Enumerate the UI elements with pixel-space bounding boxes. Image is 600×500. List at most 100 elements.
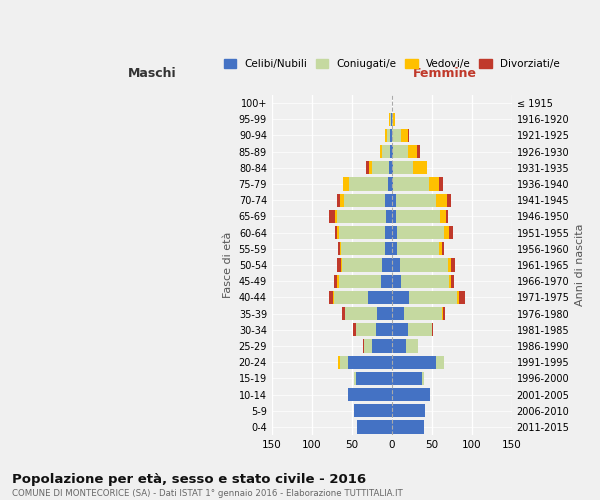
Bar: [406, 340, 418, 352]
Bar: [439, 242, 442, 256]
Bar: [401, 274, 449, 288]
Bar: [448, 258, 451, 272]
Bar: [337, 274, 339, 288]
Bar: [390, 128, 392, 142]
Bar: [396, 210, 440, 223]
Bar: [356, 323, 376, 336]
Bar: [422, 372, 424, 385]
Bar: [335, 226, 337, 239]
Bar: [354, 372, 356, 385]
Y-axis label: Anni di nascita: Anni di nascita: [575, 224, 585, 306]
Bar: [364, 340, 372, 352]
Bar: [442, 242, 444, 256]
Bar: [385, 242, 392, 256]
Bar: [394, 161, 413, 174]
Bar: [372, 161, 389, 174]
Bar: [342, 307, 344, 320]
Bar: [392, 356, 436, 369]
Bar: [382, 258, 392, 272]
Bar: [339, 226, 385, 239]
Bar: [346, 307, 377, 320]
Bar: [392, 128, 401, 142]
Bar: [392, 258, 400, 272]
Bar: [335, 210, 337, 223]
Bar: [349, 178, 388, 190]
Bar: [392, 242, 397, 256]
Bar: [392, 388, 430, 402]
Bar: [394, 178, 430, 190]
Bar: [392, 372, 422, 385]
Bar: [348, 356, 392, 369]
Bar: [459, 291, 466, 304]
Bar: [340, 194, 344, 207]
Y-axis label: Fasce di età: Fasce di età: [223, 232, 233, 298]
Bar: [376, 323, 392, 336]
Bar: [408, 145, 418, 158]
Bar: [432, 323, 433, 336]
Bar: [334, 274, 337, 288]
Bar: [358, 420, 392, 434]
Bar: [341, 258, 342, 272]
Bar: [436, 194, 447, 207]
Bar: [392, 194, 396, 207]
Bar: [451, 258, 455, 272]
Bar: [385, 226, 392, 239]
Bar: [392, 307, 404, 320]
Bar: [329, 291, 332, 304]
Bar: [389, 112, 390, 126]
Bar: [356, 372, 392, 385]
Bar: [443, 307, 445, 320]
Bar: [392, 274, 401, 288]
Bar: [447, 194, 451, 207]
Bar: [368, 161, 372, 174]
Bar: [380, 145, 382, 158]
Bar: [392, 112, 394, 126]
Bar: [353, 323, 356, 336]
Bar: [404, 307, 442, 320]
Bar: [372, 340, 392, 352]
Bar: [397, 226, 444, 239]
Bar: [401, 128, 408, 142]
Bar: [392, 420, 424, 434]
Bar: [457, 291, 459, 304]
Bar: [430, 178, 439, 190]
Bar: [377, 307, 392, 320]
Bar: [439, 178, 443, 190]
Bar: [392, 291, 409, 304]
Bar: [343, 178, 349, 190]
Bar: [387, 128, 390, 142]
Bar: [449, 274, 451, 288]
Bar: [444, 226, 449, 239]
Bar: [449, 226, 452, 239]
Bar: [408, 323, 432, 336]
Bar: [396, 194, 436, 207]
Bar: [363, 340, 364, 352]
Bar: [397, 242, 439, 256]
Bar: [380, 274, 392, 288]
Bar: [385, 194, 392, 207]
Bar: [394, 112, 395, 126]
Bar: [382, 145, 390, 158]
Bar: [392, 340, 406, 352]
Bar: [408, 128, 409, 142]
Bar: [342, 258, 382, 272]
Bar: [337, 194, 340, 207]
Bar: [440, 210, 446, 223]
Bar: [338, 356, 340, 369]
Bar: [400, 258, 448, 272]
Bar: [368, 291, 392, 304]
Bar: [413, 161, 427, 174]
Bar: [354, 404, 392, 417]
Bar: [390, 112, 391, 126]
Bar: [394, 145, 408, 158]
Bar: [341, 242, 385, 256]
Bar: [392, 210, 396, 223]
Bar: [392, 145, 394, 158]
Text: COMUNE DI MONTECORICE (SA) - Dati ISTAT 1° gennaio 2016 - Elaborazione TUTTITALI: COMUNE DI MONTECORICE (SA) - Dati ISTAT …: [12, 489, 403, 498]
Text: Maschi: Maschi: [128, 66, 176, 80]
Bar: [338, 242, 340, 256]
Bar: [389, 161, 392, 174]
Bar: [337, 210, 386, 223]
Bar: [344, 307, 346, 320]
Bar: [348, 388, 392, 402]
